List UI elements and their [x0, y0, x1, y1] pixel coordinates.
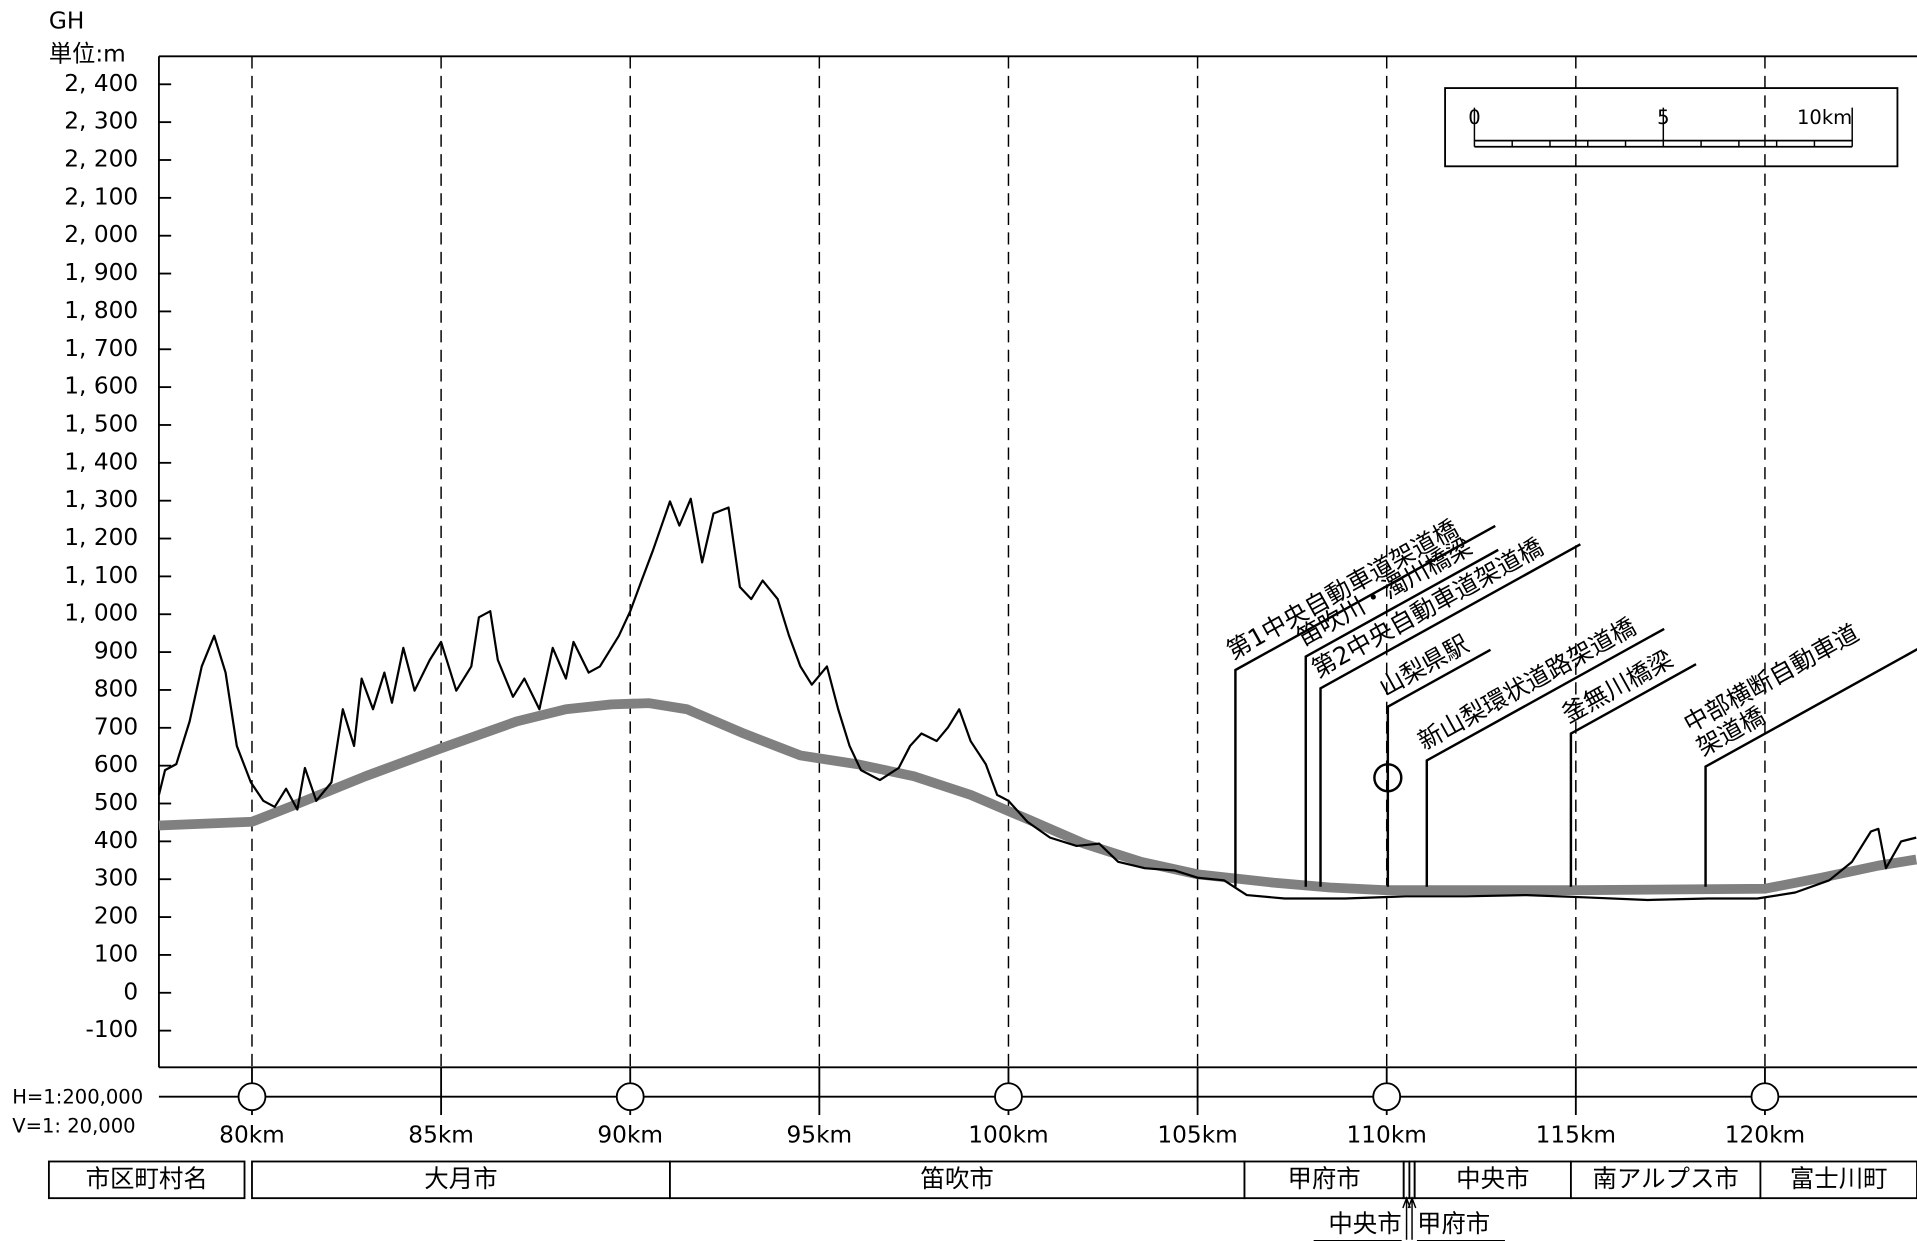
- x-marker: [1750, 1082, 1780, 1112]
- y-tick-label: -100: [85, 1016, 138, 1043]
- y-tick-label: 2, 200: [64, 145, 138, 172]
- annotation-label: 中部横断自動車道: [1679, 618, 1864, 738]
- scale-box: [1444, 87, 1899, 168]
- municipality-name: 大月市: [424, 1164, 497, 1193]
- y-tick-label: 2, 100: [64, 183, 138, 210]
- x-marker: [237, 1082, 267, 1112]
- y-tick-label: 100: [94, 940, 138, 967]
- municipality-name: 笛吹市: [921, 1164, 994, 1193]
- y-tick-label: 1, 000: [64, 600, 138, 627]
- y-tick-label: 0: [123, 978, 138, 1005]
- y-tick-label: 1, 100: [64, 562, 138, 589]
- municipality-name-small: 甲府市: [1417, 1209, 1490, 1238]
- y-label: GH: [49, 8, 84, 35]
- leader-line: [1304, 548, 1499, 887]
- y-tick-label: 1, 400: [64, 448, 138, 475]
- municipality-name: 富士川町: [1790, 1164, 1888, 1193]
- y-unit: 単位:m: [49, 41, 126, 68]
- scale-label: 5: [1657, 106, 1669, 129]
- y-tick-label: 1, 700: [64, 335, 138, 362]
- y-tick-label: 600: [94, 751, 138, 778]
- municipality-name: 南アルプス市: [1592, 1164, 1738, 1193]
- municipality-cell: [251, 1160, 671, 1200]
- x-tick-label: 120km: [1725, 1121, 1805, 1148]
- x-tick-label: 100km: [968, 1121, 1048, 1148]
- municipality-name: 甲府市: [1287, 1164, 1360, 1193]
- x-tick-label: 95km: [787, 1121, 853, 1148]
- ground-profile: [157, 497, 1917, 902]
- y-tick-label: 1, 600: [64, 373, 138, 400]
- leader-line: [1234, 524, 1496, 887]
- y-tick-label: 300: [94, 865, 138, 892]
- scale-label: 10km: [1797, 106, 1852, 129]
- y-tick-label: 200: [94, 903, 138, 930]
- v-scale: V=1: 20,000: [12, 1115, 135, 1138]
- y-tick-label: 1, 200: [64, 524, 138, 551]
- y-tick-label: 700: [94, 713, 138, 740]
- municipality-cell: [1569, 1160, 1762, 1200]
- municipality-cell: [669, 1160, 1246, 1200]
- leader-line: [1425, 627, 1665, 887]
- x-tick-label: 90km: [597, 1121, 663, 1148]
- municipality-cell: [1759, 1160, 1917, 1200]
- leader-line: [1704, 647, 1917, 887]
- x-tick-label: 85km: [408, 1121, 474, 1148]
- municipality-header: 市区町村名: [86, 1164, 208, 1193]
- leader-line: [1386, 648, 1492, 887]
- station-marker: [1373, 763, 1403, 793]
- route-line: [158, 698, 1917, 896]
- leader-line: [1569, 663, 1697, 887]
- y-tick-label: 500: [94, 789, 138, 816]
- municipality-cell: [1413, 1160, 1572, 1200]
- x-tick-label: 105km: [1157, 1121, 1237, 1148]
- scale-label: 0: [1468, 106, 1480, 129]
- y-tick-label: 1, 900: [64, 259, 138, 286]
- y-tick-label: 400: [94, 827, 138, 854]
- x-tick-label: 110km: [1347, 1121, 1427, 1148]
- y-tick-label: 900: [94, 638, 138, 665]
- municipality-arrow: [1407, 1196, 1417, 1240]
- x-tick-label: 115km: [1536, 1121, 1616, 1148]
- y-tick-label: 800: [94, 675, 138, 702]
- leader-line: [1319, 543, 1581, 887]
- y-tick-label: 2, 000: [64, 221, 138, 248]
- y-tick-label: 1, 500: [64, 410, 138, 437]
- x-marker: [994, 1082, 1023, 1112]
- y-tick-label: 1, 800: [64, 297, 138, 324]
- municipality-name: 中央市: [1456, 1164, 1529, 1193]
- municipality-header-box: [47, 1160, 246, 1200]
- y-tick-label: 1, 300: [64, 486, 138, 513]
- h-scale: H=1:200,000: [12, 1085, 143, 1108]
- municipality-cell: [1243, 1160, 1405, 1200]
- y-tick-label: 2, 300: [64, 108, 138, 135]
- municipality-name-small: 中央市: [1328, 1209, 1401, 1238]
- x-marker: [1372, 1082, 1402, 1112]
- y-tick-label: 2, 400: [64, 70, 138, 97]
- x-marker: [615, 1082, 645, 1112]
- x-tick-label: 80km: [219, 1121, 285, 1148]
